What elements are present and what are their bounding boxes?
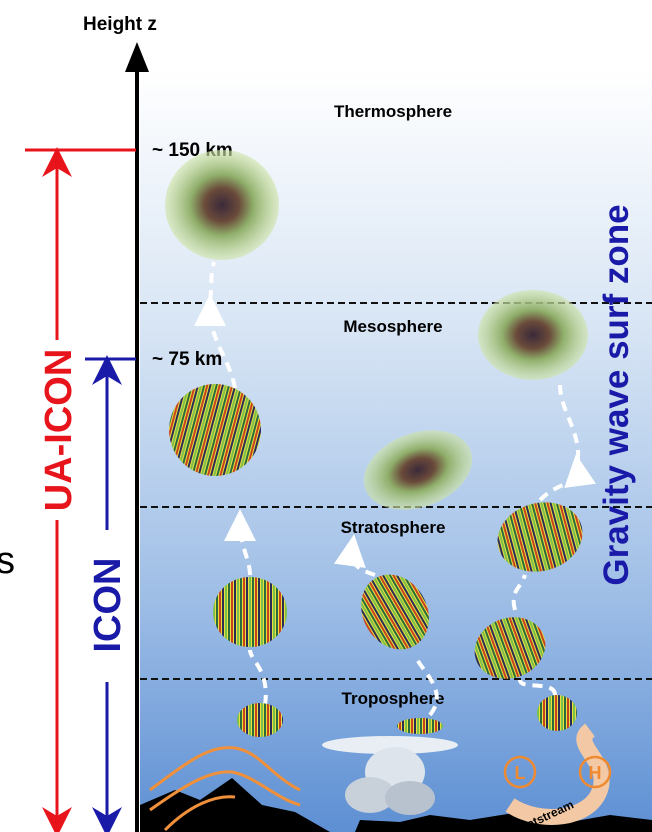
layer-label: Troposphere [342, 689, 445, 708]
cut-label: s [0, 540, 15, 582]
layer-label: Mesosphere [343, 317, 442, 336]
ua-icon-label: UA-ICON [38, 349, 80, 512]
height-label: ~ 75 km [152, 349, 222, 370]
layer-label: Stratosphere [341, 518, 446, 537]
axis-arrow [125, 42, 149, 72]
layer-label: Thermosphere [334, 102, 452, 121]
high-label: H [589, 763, 602, 783]
axis-label: Height z [83, 14, 157, 35]
icon-label: ICON [87, 558, 129, 653]
diagram: Height z UA-ICON ICON s ~ 150 km ~ 75 km… [0, 0, 652, 832]
zone-label: Gravity wave surf zone [597, 204, 636, 585]
low-label: L [515, 763, 526, 783]
